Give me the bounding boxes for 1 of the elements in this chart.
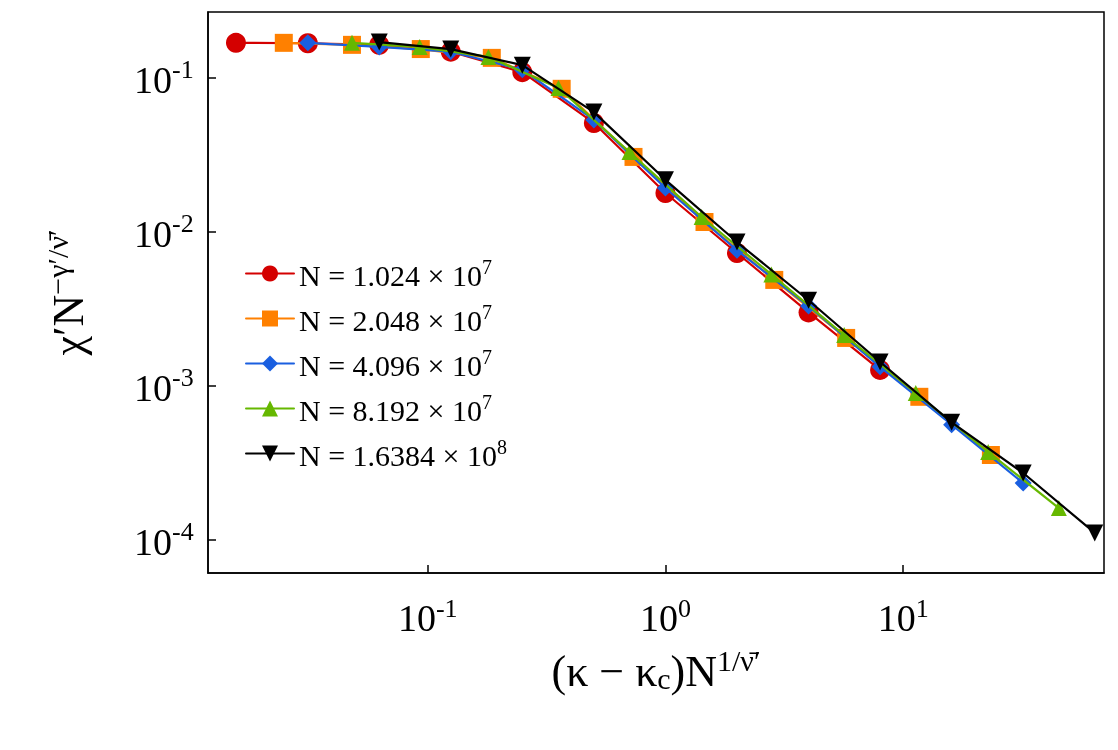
y-axis-title: χ′N−γ′/ν̄′ bbox=[40, 229, 93, 357]
